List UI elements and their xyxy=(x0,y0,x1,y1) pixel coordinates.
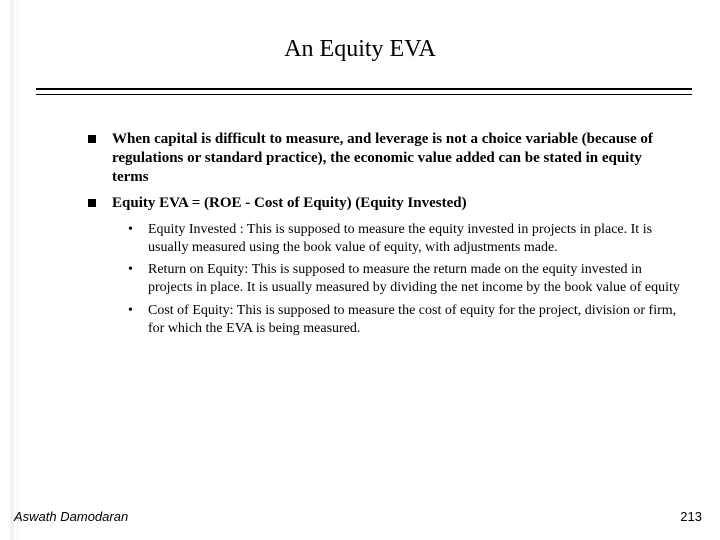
slide-title: An Equity EVA xyxy=(0,36,720,63)
author-footer: Aswath Damodaran xyxy=(14,509,128,524)
slide-body: When capital is difficult to measure, an… xyxy=(88,130,682,342)
square-bullet-icon xyxy=(88,135,96,143)
sub-bullet-item: • Return on Equity: This is supposed to … xyxy=(128,261,682,297)
bullet-item: Equity EVA = (ROE - Cost of Equity) (Equ… xyxy=(88,194,682,213)
title-rule-thin xyxy=(36,94,692,95)
sub-bullet-text: Return on Equity: This is supposed to me… xyxy=(148,262,680,295)
square-bullet-icon xyxy=(88,199,96,207)
sub-bullet-text: Equity Invested : This is supposed to me… xyxy=(148,222,652,255)
left-decorative-bar xyxy=(0,0,28,540)
sub-bullet-text: Cost of Equity: This is supposed to meas… xyxy=(148,303,676,336)
sub-bullet-list: • Equity Invested : This is supposed to … xyxy=(88,221,682,338)
page-number: 213 xyxy=(680,509,702,524)
stripe-b xyxy=(16,0,20,540)
bullet-text: Equity EVA = (ROE - Cost of Equity) (Equ… xyxy=(112,195,467,211)
dot-bullet-icon: • xyxy=(128,302,133,320)
bullet-item: When capital is difficult to measure, an… xyxy=(88,130,682,188)
sub-bullet-item: • Cost of Equity: This is supposed to me… xyxy=(128,302,682,338)
slide: An Equity EVA When capital is difficult … xyxy=(0,0,720,540)
stripe-a xyxy=(10,0,14,540)
dot-bullet-icon: • xyxy=(128,221,133,239)
sub-bullet-item: • Equity Invested : This is supposed to … xyxy=(128,221,682,257)
dot-bullet-icon: • xyxy=(128,261,133,279)
title-rule-thick xyxy=(36,88,692,90)
bullet-text: When capital is difficult to measure, an… xyxy=(112,131,653,185)
